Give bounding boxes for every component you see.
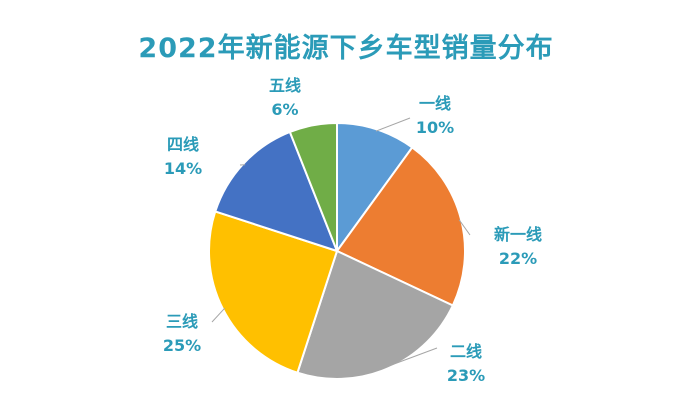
slice-label-2: 二线 [450,342,482,361]
pie-slice-0 [336,121,414,255]
slice-percent-4: 14% [164,159,202,178]
slice-label-1: 新一线 [494,225,542,244]
chart-title: 2022年新能源下乡车型销量分布 [138,33,554,64]
slice-percent-0: 10% [416,118,454,137]
slice-label-3: 三线 [166,312,198,331]
pie-slice-2 [296,249,455,380]
slice-label-4: 四线 [167,135,199,154]
slice-percent-1: 22% [499,249,537,268]
slice-label-5: 五线 [269,76,301,95]
pie-slice-4 [214,130,339,253]
pie-slice-5 [288,121,338,252]
leader-line-3 [211,307,226,323]
leader-line-1 [458,219,471,236]
slice-percent-3: 25% [163,336,201,355]
pie-slice-3 [208,210,339,374]
leader-line-2 [386,347,438,368]
slice-percent-2: 23% [447,366,485,385]
slice-label-0: 一线 [419,94,451,113]
slice-percent-5: 6% [271,100,298,119]
leader-line-0 [375,117,411,132]
